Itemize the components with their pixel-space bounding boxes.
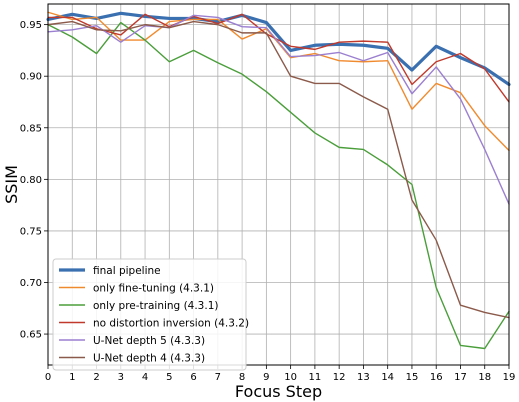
legend-label-3: no distortion inversion (4.3.2) — [93, 318, 249, 330]
x-tick-label: 3 — [118, 372, 124, 383]
series-line-2 — [47, 21, 510, 350]
y-tick-label: 0.65 — [20, 330, 42, 341]
x-tick-label: 4 — [142, 372, 148, 383]
legend-label-5: U-Net depth 4 (4.3.3) — [93, 353, 205, 365]
x-tick-label: 8 — [239, 372, 245, 383]
series-line-3 — [47, 13, 510, 103]
x-tick-label: 19 — [503, 372, 516, 383]
x-tick-label: 14 — [381, 372, 394, 383]
x-tick-label: 16 — [430, 372, 443, 383]
series-line-4 — [47, 14, 510, 205]
x-tick-label: 18 — [478, 372, 491, 383]
y-axis-ticks: 0.65 0.70 0.75 0.80 0.85 0.90 0.95 — [20, 20, 48, 341]
legend-label-2: only pre-training (4.3.1) — [93, 300, 218, 312]
y-tick-label: 0.85 — [20, 123, 42, 134]
x-tick-label: 1 — [69, 372, 75, 383]
legend-label-4: U-Net depth 5 (4.3.3) — [93, 335, 205, 347]
x-tick-label: 5 — [166, 372, 172, 383]
series-line-1 — [47, 11, 510, 152]
legend: final pipeline only fine-tuning (4.3.1) on… — [52, 258, 249, 371]
series-line-5 — [47, 20, 510, 319]
y-tick-label: 0.95 — [20, 20, 42, 31]
x-tick-label: 0 — [45, 372, 51, 383]
y-tick-label: 0.80 — [20, 175, 42, 186]
y-tick-label: 0.70 — [20, 278, 42, 289]
x-tick-label: 17 — [454, 372, 467, 383]
legend-items: final pipeline only fine-tuning (4.3.1) on… — [59, 265, 249, 365]
x-tick-label: 15 — [406, 372, 419, 383]
grid-lines — [47, 4, 510, 365]
x-tick-label: 10 — [284, 372, 297, 383]
legend-label-0: final pipeline — [93, 265, 161, 277]
x-tick-label: 7 — [215, 372, 221, 383]
series-line-0 — [46, 11, 511, 87]
x-tick-label: 13 — [357, 372, 370, 383]
x-tick-label: 9 — [263, 372, 269, 383]
x-tick-label: 2 — [93, 372, 99, 383]
x-tick-label: 6 — [190, 372, 196, 383]
x-tick-label: 12 — [333, 372, 346, 383]
y-tick-label: 0.90 — [20, 72, 42, 83]
plot-frame — [47, 3, 510, 366]
legend-label-1: only fine-tuning (4.3.1) — [93, 283, 214, 295]
x-axis-title: Focus Step — [235, 382, 322, 401]
x-axis-ticks: 0 1 2 3 4 5 6 7 8 9 10 11 12 13 14 15 16 17 18 19 — [45, 365, 516, 383]
y-tick-label: 0.75 — [20, 226, 42, 237]
x-tick-label: 11 — [309, 372, 322, 383]
legend-box — [52, 258, 247, 371]
series-lines — [46, 11, 511, 350]
y-axis-title: SSIM — [2, 165, 21, 204]
